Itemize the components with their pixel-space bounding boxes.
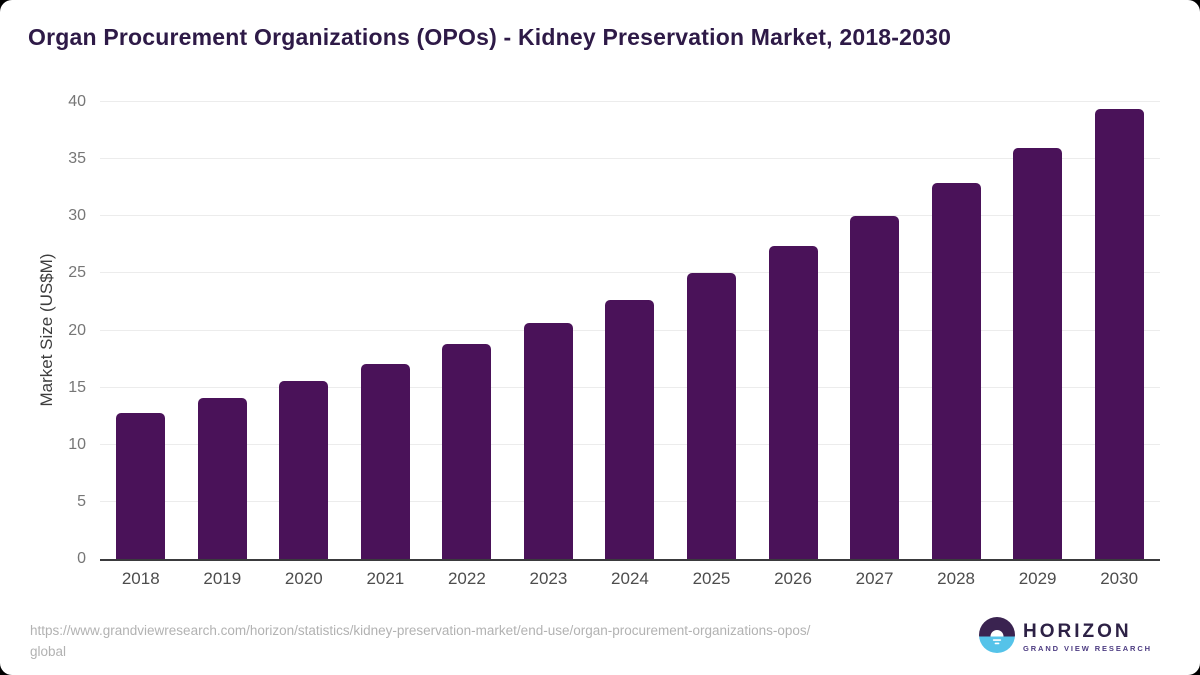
bar-slot-2026 <box>752 102 834 559</box>
bar-chart-plot-area <box>100 101 1160 561</box>
bar-2029 <box>1013 147 1063 559</box>
bar-slot-2024 <box>589 102 671 559</box>
y-tick-label: 5 <box>77 492 86 510</box>
horizon-logo-text: HORIZON GRAND VIEW RESEARCH <box>1023 622 1152 653</box>
x-tick-label-2027: 2027 <box>855 569 894 588</box>
gridline <box>100 158 1160 160</box>
bar-slot-2021 <box>345 102 427 559</box>
x-tick-label-2025: 2025 <box>692 569 731 588</box>
bar-slot-2028 <box>915 102 997 559</box>
source-url: https://www.grandviewresearch.com/horizo… <box>30 621 970 663</box>
bar-slot-2023 <box>508 102 590 559</box>
bar-2018 <box>116 412 166 559</box>
bar-slot-2029 <box>997 102 1079 559</box>
y-axis-ticks: 0 5 10 15 20 25 30 35 40 <box>0 93 86 567</box>
x-tick-label-2023: 2023 <box>529 569 568 588</box>
page-title: Organ Procurement Organizations (OPOs) -… <box>28 24 952 50</box>
bar-2019 <box>197 397 247 559</box>
bar-slot-2022 <box>426 102 508 559</box>
y-tick-label: 20 <box>68 321 86 339</box>
horizon-subtitle: GRAND VIEW RESEARCH <box>1022 644 1152 653</box>
y-tick-label: 15 <box>68 378 86 396</box>
bar-2020 <box>279 380 329 559</box>
bar-slot-2020 <box>263 102 345 559</box>
y-tick-label: 35 <box>68 150 86 168</box>
x-tick-label-2030: 2030 <box>1100 569 1139 588</box>
bars-container <box>100 102 1160 559</box>
bar-slot-2018 <box>100 102 182 559</box>
gridline <box>100 272 1160 274</box>
bar-2021 <box>360 363 410 559</box>
x-tick-label-2018: 2018 <box>121 569 160 588</box>
bar-2030 <box>1094 108 1144 559</box>
bar-2025 <box>686 273 736 559</box>
x-tick-label-2019: 2019 <box>203 569 242 588</box>
horizon-sun-icon <box>978 617 1015 658</box>
horizon-wordmark: HORIZON <box>1022 621 1132 642</box>
source-url-line1: https://www.grandviewresearch.com/horizo… <box>30 623 811 639</box>
source-url-line2: global <box>30 644 67 660</box>
x-axis-labels: 2018 2019 2020 2021 2022 2023 2024 2025 2026 2027… <box>100 569 1160 593</box>
bar-2022 <box>442 344 492 559</box>
gridline <box>100 215 1160 217</box>
bar-2028 <box>931 183 981 559</box>
bar-2026 <box>768 245 818 559</box>
bar-slot-2027 <box>834 102 916 559</box>
y-tick-label: 25 <box>68 264 86 282</box>
y-tick-label: 30 <box>68 207 86 225</box>
gridline <box>100 101 1160 102</box>
y-tick-label: 0 <box>77 550 86 567</box>
bar-2027 <box>850 216 900 559</box>
x-tick-label-2022: 2022 <box>447 569 486 588</box>
x-tick-label-2024: 2024 <box>611 569 649 588</box>
x-tick-label-2026: 2026 <box>774 569 812 588</box>
bar-slot-2025 <box>671 102 753 559</box>
y-tick-label: 40 <box>68 93 86 110</box>
bar-slot-2019 <box>182 102 264 559</box>
x-tick-label-2020: 2020 <box>284 569 323 588</box>
bar-2024 <box>605 299 655 559</box>
x-tick-label-2021: 2021 <box>366 569 405 588</box>
x-tick-label-2028: 2028 <box>937 569 975 588</box>
bar-slot-2030 <box>1078 102 1160 559</box>
bar-2023 <box>523 322 573 559</box>
horizon-logo: HORIZON GRAND VIEW RESEARCH <box>978 617 1152 658</box>
x-tick-label-2029: 2029 <box>1018 569 1057 588</box>
y-tick-label: 10 <box>68 435 86 453</box>
